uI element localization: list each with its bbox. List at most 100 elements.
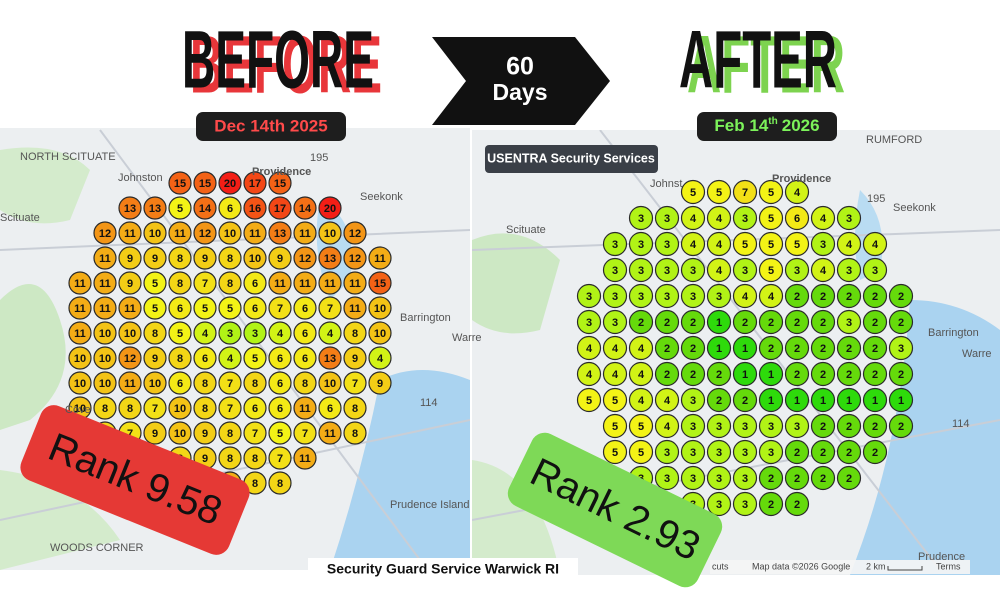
rank-value: 3 — [742, 213, 748, 225]
rank-value: 3 — [716, 447, 722, 459]
rank-value: 13 — [274, 228, 286, 240]
rank-circle — [810, 257, 836, 283]
rank-circle — [576, 387, 602, 413]
rank-value: 3 — [794, 421, 800, 433]
rank-circle — [93, 396, 117, 420]
rank-value: 5 — [768, 239, 774, 251]
rank-circle — [784, 309, 810, 335]
rank-value: 4 — [846, 239, 853, 251]
rank-circle — [784, 361, 810, 387]
rank-value: 9 — [152, 253, 158, 265]
date-day: Feb 14 — [714, 116, 768, 135]
rank-value: 4 — [690, 213, 697, 225]
rank-circle — [654, 413, 680, 439]
rank-circle — [93, 321, 117, 345]
business-badge — [485, 145, 658, 173]
rank-value: 4 — [638, 343, 645, 355]
rank-value: 10 — [149, 228, 161, 240]
rank-circle — [118, 271, 142, 295]
rank-circle — [836, 257, 862, 283]
rank-value: 2 — [846, 291, 852, 303]
rank-circle — [862, 231, 888, 257]
rank-value: 10 — [324, 228, 336, 240]
rank-circle — [118, 221, 142, 245]
date-year: 2026 — [782, 116, 820, 135]
rank-circle — [784, 283, 810, 309]
rank-value: 9 — [202, 253, 208, 265]
rank-circle — [168, 171, 192, 195]
rank-value: 10 — [174, 403, 186, 415]
rank-circle — [654, 439, 680, 465]
rank-value: 3 — [638, 239, 644, 251]
rank-value: 3 — [612, 317, 618, 329]
rank-value: 16 — [249, 203, 261, 215]
rank-value: 11 — [274, 278, 286, 290]
rank-circle — [836, 413, 862, 439]
rank-value: 1 — [716, 343, 722, 355]
rank-circle — [293, 396, 317, 420]
rank-circle — [810, 387, 836, 413]
rank-circle — [654, 465, 680, 491]
rank-value: 3 — [612, 291, 618, 303]
rank-circle — [243, 221, 267, 245]
rank-value: 11 — [124, 378, 136, 390]
rank-circle — [862, 413, 888, 439]
rank-circle — [732, 283, 758, 309]
rank-value: 8 — [202, 403, 208, 415]
rank-value: 3 — [690, 291, 696, 303]
rank-circle — [318, 296, 342, 320]
rank-value: 2 — [872, 369, 878, 381]
rank-value: 10 — [374, 303, 386, 315]
rank-circle — [118, 321, 142, 345]
rank-circle — [836, 335, 862, 361]
rank-circle — [243, 321, 267, 345]
rank-circle — [243, 446, 267, 470]
rank-circle — [836, 309, 862, 335]
rank-circle — [602, 309, 628, 335]
rank-circle — [680, 257, 706, 283]
rank-circle — [680, 179, 706, 205]
rank-value: 2 — [846, 343, 852, 355]
rank-circle — [758, 309, 784, 335]
rank-value: 3 — [638, 265, 644, 277]
rank-circle — [732, 309, 758, 335]
rank-value: 2 — [716, 395, 722, 407]
rank-value: 4 — [638, 369, 645, 381]
rank-circle — [293, 321, 317, 345]
rank-circle — [193, 171, 217, 195]
rank-circle — [318, 246, 342, 270]
rank-value: 9 — [277, 253, 283, 265]
rank-value: 11 — [299, 278, 311, 290]
rank-circle — [732, 387, 758, 413]
rank-circle — [654, 205, 680, 231]
rank-circle — [758, 335, 784, 361]
rank-value: 17 — [274, 203, 286, 215]
rank-circle — [810, 335, 836, 361]
rank-value: 10 — [74, 353, 86, 365]
rank-value: 4 — [612, 369, 619, 381]
rank-circle — [293, 246, 317, 270]
rank-circle — [293, 371, 317, 395]
rank-value: 1 — [898, 395, 904, 407]
rank-circle — [343, 271, 367, 295]
rank-value: 5 — [742, 239, 748, 251]
rank-circle — [318, 321, 342, 345]
rank-circle — [732, 257, 758, 283]
map-label: Scituate — [506, 224, 546, 236]
rank-circle — [143, 371, 167, 395]
rank-value: 4 — [716, 213, 723, 225]
rank-circle — [118, 346, 142, 370]
rank-value: 2 — [768, 343, 774, 355]
rank-circle — [268, 371, 292, 395]
rank-value: 3 — [612, 265, 618, 277]
attribution-text: Terms — [936, 561, 961, 571]
rank-value: 6 — [177, 378, 183, 390]
rank-value: 3 — [690, 447, 696, 459]
rank-value: 5 — [690, 187, 696, 199]
rank-value: 2 — [872, 343, 878, 355]
map-label: Providence — [252, 166, 311, 178]
rank-circle — [706, 491, 732, 517]
rank-value: 8 — [352, 428, 358, 440]
rank-value: 3 — [690, 473, 696, 485]
rank-value: 2 — [820, 343, 826, 355]
